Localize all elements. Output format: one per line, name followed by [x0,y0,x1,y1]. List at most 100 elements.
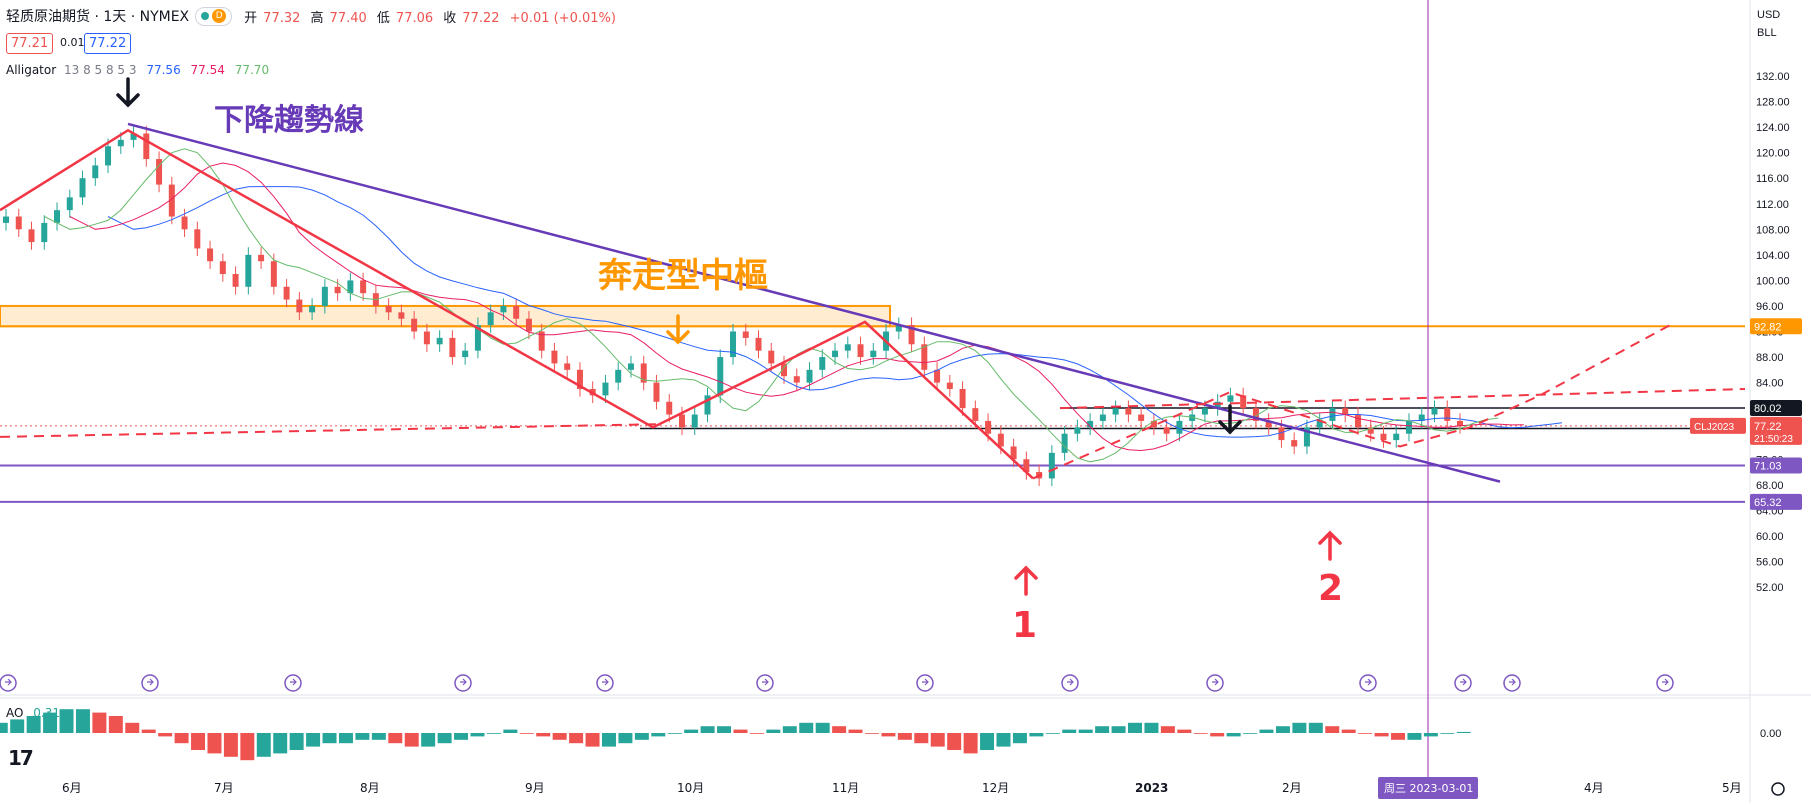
ao-bar [815,722,830,733]
ao-bar [26,716,41,733]
sell-price-button[interactable]: 77.21 [6,33,54,54]
event-icon[interactable] [1656,674,1674,692]
ohlc-change: +0.01 (+0.01%) [509,10,616,26]
price-tick-label: 96.00 [1756,301,1784,313]
ao-bar [1308,722,1323,733]
event-icon[interactable] [1206,674,1224,692]
ao-bar [881,733,896,737]
candle-body [487,312,494,326]
ao-bar [454,733,469,740]
ao-bar [158,733,173,737]
candle-body [1316,420,1323,428]
pivot-annotation[interactable]: 奔走型中樞 [598,256,768,296]
candle-body [181,216,188,230]
candle-body [1418,414,1425,421]
ao-bar [980,733,995,750]
event-icon[interactable] [916,674,934,692]
candle-body [730,331,736,358]
ohlc-low: 77.06 [395,10,434,26]
ohlc-high: 77.40 [329,10,367,26]
ao-bar [552,733,567,740]
price-marker-badge [1750,318,1802,335]
event-icon[interactable] [596,674,614,692]
candle-body [500,305,507,313]
price-marker-label: 80.02 [1754,403,1782,415]
ao-bar [585,733,600,747]
event-icon[interactable] [1359,674,1377,692]
time-axis-label: 5月 [1722,781,1742,795]
candle-body [972,408,979,421]
ao-bar [174,733,189,744]
ao-bar [503,729,518,733]
event-icon[interactable] [756,674,774,692]
ao-legend[interactable]: AO 0.31 [6,706,60,720]
event-icon[interactable] [1061,674,1079,692]
candle-body [997,433,1004,447]
currency-select[interactable]: USD [1757,9,1780,21]
candle-body [1431,408,1438,415]
top-arrow-icon [1218,404,1242,435]
alligator-lips-value: 77.70 [234,63,270,77]
downtrend-line[interactable] [127,122,1501,483]
ao-bar [437,733,452,744]
candle-body [717,357,724,396]
candle-body [1061,433,1068,453]
event-icon[interactable] [1503,674,1521,692]
alligator-legend[interactable]: Alligator 13 8 5 8 5 3 77.56 77.54 77.70 [6,63,269,77]
event-arrow-icon [147,678,154,686]
candle-body [704,395,711,415]
candle-body [551,350,558,364]
candle-body [1087,420,1094,428]
pivot-arrow-icon [666,314,690,345]
buy-price-button[interactable]: 77.22 [84,33,132,54]
event-icon[interactable] [284,674,302,692]
candle-body [283,286,290,300]
price-tick-label: 56.00 [1756,556,1784,568]
candle-body [449,337,456,358]
candle-body [411,318,418,332]
candle-body [1380,433,1387,441]
candle-body [28,229,35,243]
ao-bar [1374,733,1389,737]
status-pill[interactable]: D [195,6,233,26]
unit-select[interactable]: BLL [1757,27,1777,39]
candle-body [219,261,226,275]
ao-bar [1078,729,1093,733]
candle-body [360,280,367,294]
ao-bar [799,722,814,733]
ao-bar [486,733,501,734]
candle-body [474,325,481,351]
tradingview-logo[interactable]: 17 [8,746,34,770]
event-icon[interactable] [141,674,159,692]
symbol-title[interactable]: 轻质原油期货 · 1天 · NYMEX [6,9,190,25]
ao-bar [43,712,58,733]
event-icon[interactable] [0,674,17,692]
ao-bar [108,716,123,733]
wave1-label[interactable]: 1 [1012,605,1037,646]
price-tick-label: 120.00 [1756,148,1790,160]
price-marker-badge [1750,400,1802,417]
price-tick-label: 68.00 [1756,480,1784,492]
event-icon[interactable] [1454,674,1472,692]
candle-body [423,331,430,345]
dashed-support-line[interactable] [0,423,661,438]
candle-body [793,376,800,383]
ao-bar [536,733,551,737]
candle-body [781,363,788,377]
settings-gear-icon[interactable] [1771,782,1785,796]
candle-body [15,216,22,230]
wave2-label[interactable]: 2 [1318,568,1343,609]
ao-bar [1193,733,1208,734]
downtrend-annotation[interactable]: 下降趨勢線 [214,103,364,138]
zigzag-pen-line[interactable] [0,128,1034,480]
event-arrow-icon [1509,678,1516,686]
event-icon[interactable] [454,674,472,692]
dashed-upper-channel[interactable] [1059,387,1746,410]
ao-bar [240,733,255,761]
candle-body [1023,459,1030,473]
candle-body [819,357,826,370]
candle-body [1138,414,1145,421]
dashed-projection-line[interactable] [1032,324,1671,480]
